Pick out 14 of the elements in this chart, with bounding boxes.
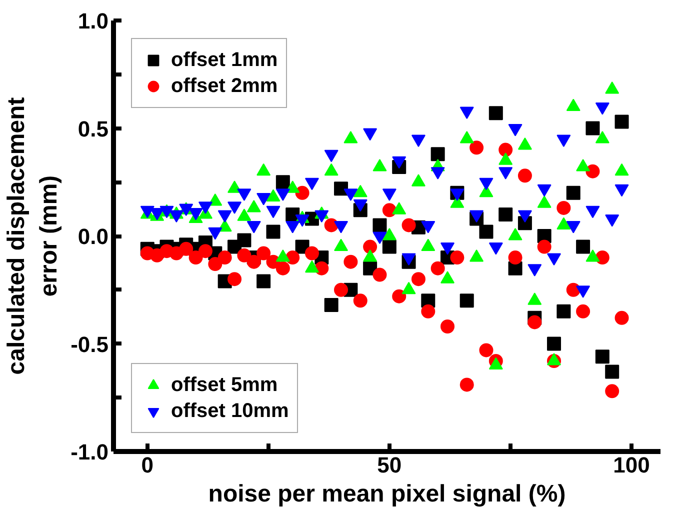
x-axis-title: noise per mean pixel signal (%) [208,480,566,508]
legend-label: offset 5mm [171,374,278,396]
legend-label: offset 10mm [171,400,289,422]
y-tick-label: 1.0 [78,8,109,34]
legend-label: offset 2mm [171,74,278,98]
y-tick-label: -1.0 [70,440,109,464]
y-tick-label: 0.0 [78,224,109,249]
x-tick-label: 0 [141,452,154,478]
y-tick-label: 0.5 [78,116,109,142]
x-tick-label: 100 [613,452,650,478]
y-axis-title: calculated displacement error (mm) [3,97,63,375]
x-tick-label: 50 [377,452,402,478]
y-tick-label: -0.5 [70,332,109,357]
legend-label: offset 1mm [171,48,278,72]
